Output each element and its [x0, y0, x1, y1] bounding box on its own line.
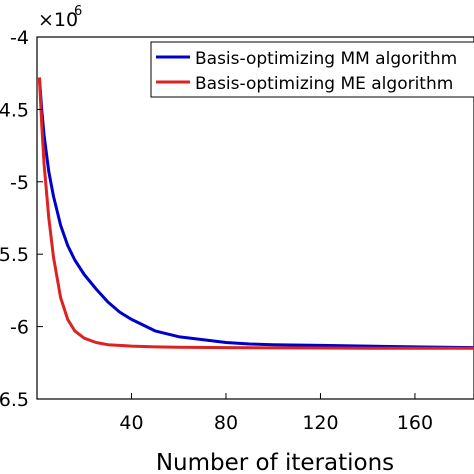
- x-tick-label: 120: [302, 412, 338, 434]
- legend-label-mm: Basis-optimizing MM algorithm: [195, 49, 457, 69]
- y-multiplier-base: ×10: [38, 9, 78, 31]
- legend-label-me: Basis-optimizing ME algorithm: [195, 74, 453, 94]
- y-tick-label: 6.5: [0, 389, 29, 411]
- y-tick-label: 5.5: [0, 244, 29, 266]
- series-line-0: [37, 77, 474, 350]
- x-axis-label: Number of iterations: [156, 450, 394, 474]
- legend: Basis-optimizing MM algorithm Basis-opti…: [150, 41, 474, 98]
- ticks-layer: 40 80 120 160 -4 4.5 -5 5.5 -6 6.5: [0, 27, 433, 434]
- y-tick-label: -4: [10, 27, 29, 49]
- series-layer: [37, 77, 474, 350]
- series-line-1: [37, 77, 474, 350]
- y-tick-label: -6: [10, 317, 29, 339]
- x-tick-label: 80: [214, 412, 238, 434]
- y-multiplier: ×10 6: [38, 4, 82, 31]
- y-multiplier-exponent: 6: [74, 4, 82, 19]
- y-tick-label: -5: [10, 172, 29, 194]
- y-tick-label: 4.5: [0, 99, 29, 121]
- x-tick-label: 40: [119, 412, 143, 434]
- legend-box: [150, 41, 474, 98]
- x-tick-label: 160: [397, 412, 433, 434]
